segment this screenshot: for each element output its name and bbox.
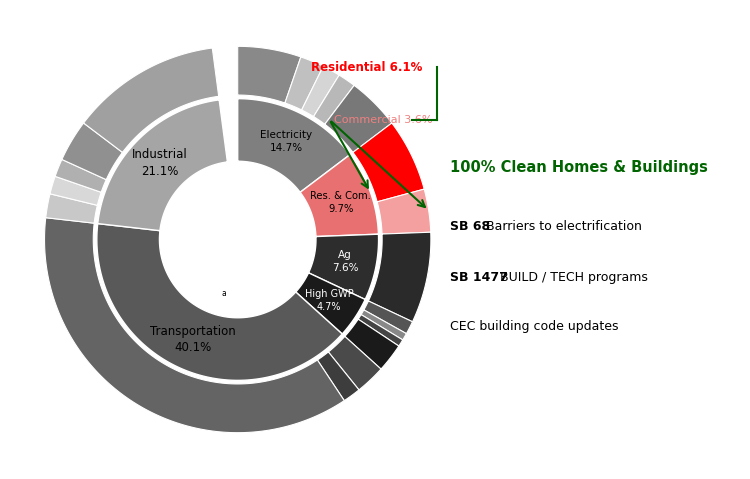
Polygon shape — [361, 310, 407, 340]
Polygon shape — [62, 123, 122, 180]
Polygon shape — [300, 155, 379, 237]
Polygon shape — [50, 176, 101, 205]
Polygon shape — [358, 315, 403, 346]
Polygon shape — [296, 273, 365, 334]
Polygon shape — [364, 301, 413, 334]
Text: Barriers to electrification: Barriers to electrification — [482, 219, 642, 233]
Text: SB 68: SB 68 — [450, 219, 491, 233]
Text: SB 1477: SB 1477 — [450, 271, 508, 284]
Polygon shape — [317, 352, 359, 400]
Polygon shape — [285, 57, 323, 110]
Text: a: a — [222, 289, 226, 298]
Polygon shape — [44, 217, 344, 433]
Text: Transportation
40.1%: Transportation 40.1% — [150, 325, 236, 354]
Polygon shape — [238, 99, 350, 192]
Text: Ag
7.6%: Ag 7.6% — [332, 250, 358, 273]
Text: 100% Clean Homes & Buildings: 100% Clean Homes & Buildings — [450, 160, 708, 175]
Polygon shape — [46, 194, 98, 223]
Polygon shape — [377, 189, 430, 234]
Text: Commercial 3.6%: Commercial 3.6% — [334, 114, 432, 125]
Polygon shape — [328, 336, 381, 390]
Polygon shape — [308, 234, 379, 299]
Polygon shape — [56, 160, 106, 192]
Polygon shape — [83, 48, 219, 152]
Polygon shape — [345, 319, 399, 369]
Text: CEC building code updates: CEC building code updates — [450, 320, 619, 333]
Polygon shape — [97, 224, 342, 380]
Polygon shape — [325, 85, 392, 152]
Text: High GWP
4.7%: High GWP 4.7% — [304, 289, 353, 312]
Polygon shape — [353, 123, 424, 202]
Polygon shape — [314, 75, 354, 124]
Polygon shape — [238, 46, 301, 103]
Text: BUILD / TECH programs: BUILD / TECH programs — [496, 271, 647, 284]
Text: Electricity
14.7%: Electricity 14.7% — [260, 130, 313, 153]
Text: Res. & Com.
9.7%: Res. & Com. 9.7% — [310, 191, 371, 214]
Polygon shape — [302, 66, 339, 116]
Text: Residential 6.1%: Residential 6.1% — [311, 61, 423, 74]
Polygon shape — [98, 100, 227, 231]
Polygon shape — [368, 232, 431, 322]
Text: Industrial
21.1%: Industrial 21.1% — [132, 148, 188, 178]
